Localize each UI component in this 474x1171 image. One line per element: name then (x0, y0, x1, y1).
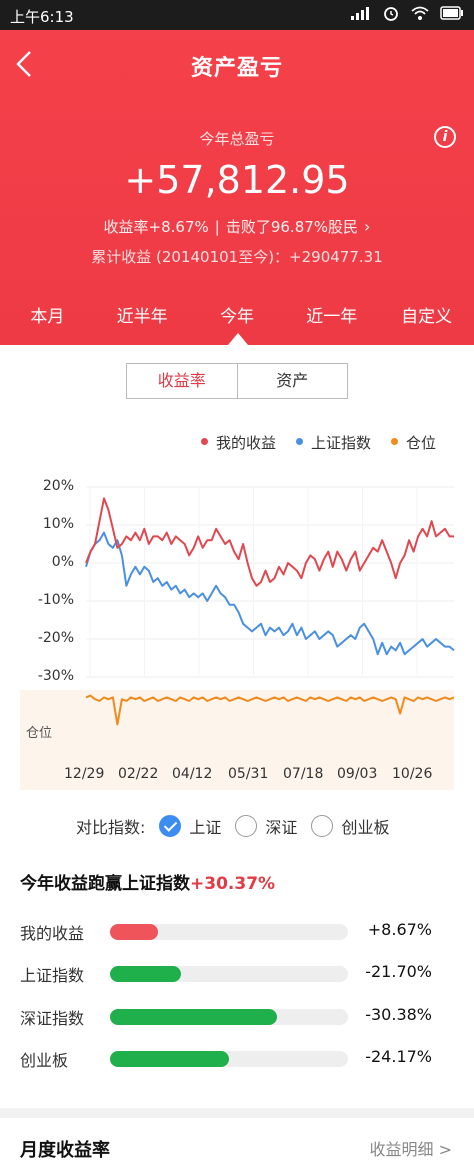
tab-half-year[interactable]: 近半年 (116, 307, 168, 327)
x-tick-label: 10/26 (392, 766, 433, 782)
x-tick-label: 05/31 (228, 766, 269, 782)
status-time: 上午6:13 (10, 8, 74, 26)
bar-label: 创业板 (20, 1051, 69, 1070)
bar-track (110, 1009, 348, 1025)
active-tab-indicator (228, 333, 248, 345)
tab-this-year[interactable]: 今年 (219, 307, 254, 327)
battery-icon (440, 6, 464, 24)
page-title: 资产盈亏 (190, 56, 283, 81)
bar-fill (110, 924, 158, 940)
position-axis-label: 仓位 (26, 726, 53, 741)
x-tick-label: 02/22 (118, 766, 159, 782)
bar-label: 我的收益 (20, 924, 85, 943)
hero-header: 上午6:13 资产盈亏 今年总盈亏 i +57,812.95 收益率+8.67%… (0, 0, 474, 345)
option-chinext[interactable]: 创业板 (311, 814, 389, 838)
series-line-my-return (85, 497, 454, 587)
comparison-row: 我的收益 +8.67% (20, 918, 440, 946)
bar-value: -30.38% (365, 1005, 432, 1024)
y-tick-label: -10% (37, 592, 74, 608)
status-icons (350, 4, 464, 26)
x-tick-label: 07/18 (283, 766, 324, 782)
legend-label: 我的收益 (215, 434, 276, 452)
chevron-right-icon: › (364, 217, 371, 236)
signal-icon (350, 6, 372, 24)
bar-label: 上证指数 (20, 966, 85, 985)
bar-value: -21.70% (365, 962, 432, 981)
option-shanghai[interactable]: 上证 (159, 814, 221, 838)
monthly-return-title: 月度收益率 (20, 1140, 110, 1161)
y-tick-label: -30% (37, 668, 74, 684)
option-label: 深证 (265, 818, 298, 837)
bar-track (110, 966, 348, 982)
period-tabs: 本月 近半年 今年 近一年 自定义 (0, 292, 474, 336)
status-bar: 上午6:13 (0, 0, 474, 30)
y-tick-label: 10% (42, 516, 74, 532)
beat-index-headline: 今年收益跑赢上证指数+30.37% (20, 869, 275, 894)
chart-legend: 我的收益 上证指数 仓位 (200, 432, 436, 453)
rate-separator: | (214, 218, 220, 236)
comparison-row: 上证指数 -21.70% (20, 960, 440, 988)
beat-headline-text: 今年收益跑赢上证指数 (20, 874, 190, 894)
metric-toggle: 收益率 资产 (126, 363, 348, 399)
bar-fill (110, 966, 182, 982)
rate-line[interactable]: 收益率+8.67% | 击败了96.87%股民 › (0, 216, 474, 237)
series-line-shanghai-index (85, 531, 455, 656)
beat-text: 击败了96.87%股民 (225, 218, 359, 236)
legend-shanghai-index: 上证指数 (295, 432, 371, 453)
legend-label: 上证指数 (310, 434, 371, 452)
bar-track (110, 924, 348, 940)
alarm-icon (382, 4, 400, 26)
x-tick-label: 04/12 (172, 766, 213, 782)
tab-this-month[interactable]: 本月 (30, 307, 65, 327)
x-tick-label: 12/29 (64, 766, 105, 782)
return-detail-link[interactable]: 收益明细 > (369, 1140, 453, 1159)
segment-assets[interactable]: 资产 (276, 371, 309, 390)
bar-track (110, 1051, 348, 1067)
legend-my-return: 我的收益 (200, 432, 276, 453)
y-tick-label: 0% (51, 554, 74, 570)
option-label: 创业板 (341, 818, 390, 837)
summary-label: 今年总盈亏 (199, 130, 275, 148)
bar-label: 深证指数 (20, 1009, 85, 1028)
series-line-position (85, 694, 455, 726)
option-shenzhen[interactable]: 深证 (235, 814, 297, 838)
section-divider (0, 1108, 474, 1118)
legend-label: 仓位 (405, 434, 436, 452)
compare-index-selector: 对比指数: 上证 深证 创业板 (76, 814, 389, 838)
y-tick-label: -20% (37, 630, 74, 646)
bar-fill (110, 1009, 277, 1025)
tab-custom[interactable]: 自定义 (401, 307, 453, 327)
legend-dot-orange (390, 438, 398, 445)
y-tick-label: 20% (42, 478, 74, 494)
compare-label: 对比指数: (76, 818, 146, 837)
nav-bar: 资产盈亏 (0, 30, 474, 98)
radio-icon[interactable] (311, 815, 334, 837)
beat-headline-pct: +30.37% (190, 874, 276, 894)
return-line-chart[interactable] (0, 470, 474, 790)
x-tick-label: 09/03 (337, 766, 378, 782)
segment-return-rate[interactable]: 收益率 (127, 364, 238, 398)
legend-dot-blue (295, 438, 303, 445)
info-icon[interactable]: i (434, 126, 456, 148)
bar-value: +8.67% (367, 920, 432, 939)
position-panel (20, 690, 454, 790)
bar-fill (110, 1051, 229, 1067)
radio-icon[interactable] (235, 815, 258, 837)
summary-value: +57,812.95 (124, 158, 350, 202)
checked-radio-icon[interactable] (159, 815, 182, 837)
legend-dot-red (200, 438, 208, 445)
wifi-icon (410, 5, 430, 25)
legend-position: 仓位 (390, 432, 436, 453)
comparison-row: 深证指数 -30.38% (20, 1003, 440, 1031)
rate-text: 收益率+8.67% (103, 218, 209, 236)
bar-value: -24.17% (365, 1047, 432, 1066)
comparison-row: 创业板 -24.17% (20, 1045, 440, 1073)
tab-last-year[interactable]: 近一年 (306, 307, 358, 327)
option-label: 上证 (189, 818, 222, 837)
cumulative-return: 累计收益 (20140101至今)：+290477.31 (91, 248, 383, 266)
back-arrow-icon[interactable] (12, 48, 40, 80)
